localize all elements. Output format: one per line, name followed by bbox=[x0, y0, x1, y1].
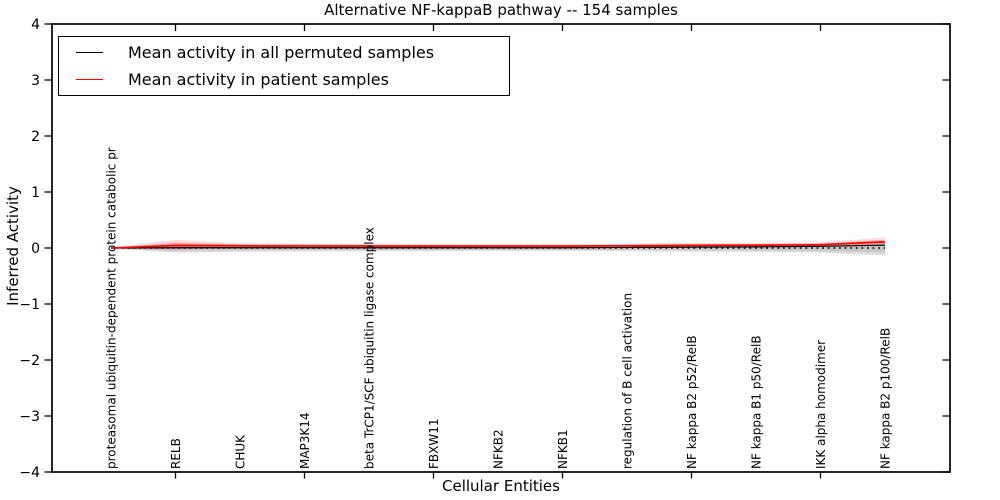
xtick-label-12: NF kappa B2 p100/RelB bbox=[879, 328, 893, 469]
patient-mean-line bbox=[110, 241, 886, 249]
ytick-label: 4 bbox=[31, 17, 40, 33]
xtick-label-0: proteasomal ubiquitin-dependent protein … bbox=[105, 147, 119, 469]
x-axis-label: Cellular Entities bbox=[442, 477, 560, 495]
ytick-label: 3 bbox=[31, 73, 40, 89]
ytick-label: −4 bbox=[19, 465, 40, 481]
xtick-label-8: regulation of B cell activation bbox=[621, 293, 635, 469]
patient-line-swatch bbox=[76, 79, 103, 80]
xtick-label-7: NFKB1 bbox=[556, 429, 570, 469]
legend-entry-patient: Mean activity in patient samples bbox=[59, 67, 509, 93]
xtick-label-10: NF kappa B1 p50/RelB bbox=[750, 335, 764, 469]
xtick-label-11: IKK alpha homodimer bbox=[814, 340, 828, 469]
legend: Mean activity in all permuted samples Me… bbox=[58, 36, 510, 96]
permuted-mean-line bbox=[110, 244, 886, 249]
xtick-label-2: CHUK bbox=[234, 434, 248, 469]
ytick-label: 1 bbox=[31, 185, 40, 201]
legend-label-permuted: Mean activity in all permuted samples bbox=[128, 43, 435, 62]
ytick-label: 0 bbox=[31, 241, 40, 257]
xtick-label-1: RELB bbox=[169, 438, 183, 469]
y-axis-label: Inferred Activity bbox=[4, 186, 22, 306]
legend-entry-permuted: Mean activity in all permuted samples bbox=[59, 40, 509, 66]
legend-label-patient: Mean activity in patient samples bbox=[128, 70, 389, 89]
xtick-label-9: NF kappa B2 p52/RelB bbox=[685, 335, 699, 469]
chart-title: Alternative NF-kappaB pathway -- 154 sam… bbox=[324, 1, 678, 19]
xtick-label-5: FBXW11 bbox=[427, 419, 441, 470]
xtick-label-4: beta TrCP1/SCF ubiquitin ligase complex bbox=[363, 227, 377, 469]
ytick-label: −3 bbox=[19, 409, 40, 425]
permuted-line-swatch bbox=[76, 52, 103, 53]
xtick-label-3: MAP3K14 bbox=[298, 412, 312, 469]
xtick-label-6: NFKB2 bbox=[492, 429, 506, 469]
ytick-label: 2 bbox=[31, 129, 40, 145]
ytick-label: −2 bbox=[19, 353, 40, 369]
ytick-label: −1 bbox=[19, 297, 40, 313]
